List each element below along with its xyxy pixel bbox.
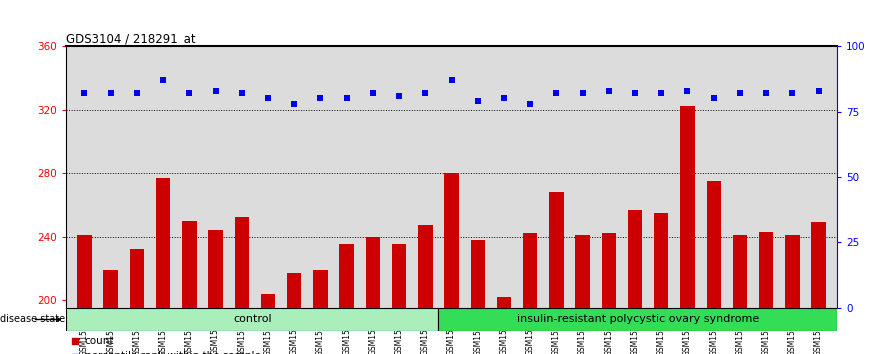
Point <box>182 90 196 96</box>
Bar <box>470 240 485 308</box>
Bar <box>156 178 170 308</box>
Bar <box>130 249 144 308</box>
Point <box>261 96 275 101</box>
Point <box>550 90 564 96</box>
Bar <box>392 245 406 308</box>
Bar <box>66 308 439 331</box>
Point <box>680 88 694 93</box>
Point <box>628 90 642 96</box>
Bar <box>339 245 354 308</box>
Bar <box>654 213 669 308</box>
Bar <box>208 230 223 308</box>
Point <box>811 88 825 93</box>
Point <box>392 93 406 99</box>
Bar <box>733 235 747 308</box>
Point <box>78 90 92 96</box>
Point <box>209 88 223 93</box>
Bar <box>497 297 511 308</box>
Point <box>733 90 747 96</box>
Point <box>497 96 511 101</box>
Point <box>655 90 669 96</box>
Bar <box>182 221 196 308</box>
Point <box>759 90 774 96</box>
Point <box>156 77 170 83</box>
Bar <box>759 232 774 308</box>
Bar <box>439 308 837 331</box>
Bar <box>103 270 118 308</box>
Bar <box>366 236 380 308</box>
Legend: count, percentile rank within the sample: count, percentile rank within the sample <box>71 336 261 354</box>
Bar <box>78 235 92 308</box>
Point <box>366 90 380 96</box>
Bar <box>785 235 800 308</box>
Point <box>470 98 485 104</box>
Bar <box>707 181 721 308</box>
Bar <box>602 233 616 308</box>
Point <box>104 90 118 96</box>
Text: disease state: disease state <box>0 314 65 325</box>
Text: control: control <box>233 314 271 325</box>
Bar <box>314 270 328 308</box>
Point <box>707 96 721 101</box>
Bar <box>628 210 642 308</box>
Bar <box>444 173 459 308</box>
Point <box>523 101 537 107</box>
Point <box>418 90 433 96</box>
Bar <box>261 294 275 308</box>
Bar <box>549 192 564 308</box>
Bar <box>575 235 589 308</box>
Point <box>339 96 353 101</box>
Text: insulin-resistant polycystic ovary syndrome: insulin-resistant polycystic ovary syndr… <box>516 314 759 325</box>
Bar <box>234 217 249 308</box>
Bar <box>523 233 537 308</box>
Point <box>130 90 144 96</box>
Point <box>287 101 301 107</box>
Text: GDS3104 / 218291_at: GDS3104 / 218291_at <box>66 32 196 45</box>
Point <box>575 90 589 96</box>
Bar <box>418 225 433 308</box>
Bar <box>287 273 301 308</box>
Point <box>602 88 616 93</box>
Point <box>444 77 458 83</box>
Point <box>314 96 328 101</box>
Point <box>785 90 799 96</box>
Point <box>234 90 248 96</box>
Bar <box>680 106 695 308</box>
Bar <box>811 222 825 308</box>
